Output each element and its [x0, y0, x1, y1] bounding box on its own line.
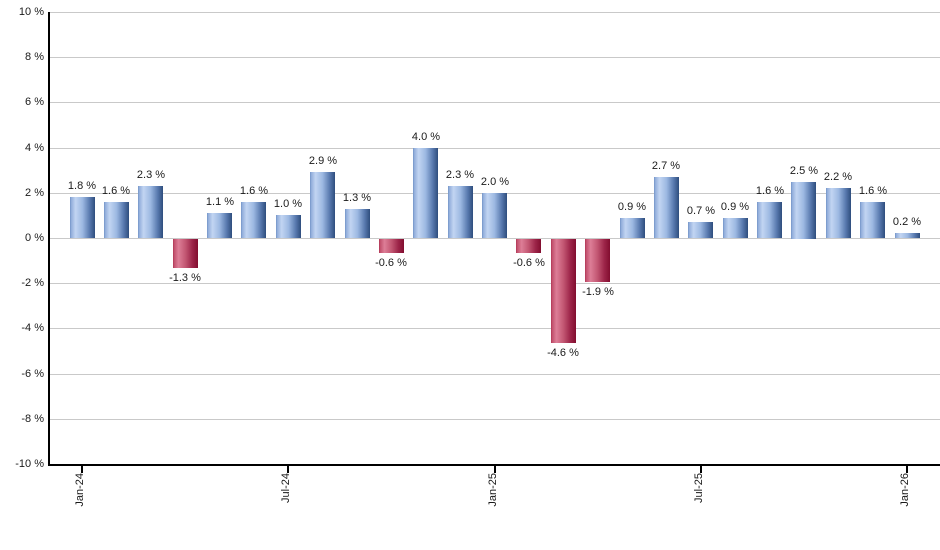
bar-value-label: -0.6 % — [375, 257, 407, 269]
bar-value-label: 1.6 % — [101, 185, 131, 197]
bar-Nov-25[interactable] — [826, 188, 851, 238]
bar-Nov-24[interactable] — [413, 148, 438, 238]
bar-Jul-24[interactable] — [276, 215, 301, 238]
gridline — [48, 328, 940, 329]
bar-value-label: 1.3 % — [342, 192, 372, 204]
bar-value-label: 2.5 % — [789, 165, 819, 177]
x-tick-label: Jan-26 — [899, 473, 911, 507]
gridline — [48, 419, 940, 420]
bar-Mar-25[interactable] — [551, 239, 576, 343]
x-tick-mark — [81, 466, 83, 473]
bar-value-label: 4.0 % — [411, 131, 441, 143]
x-tick-label: Jul-25 — [693, 473, 705, 503]
x-tick-mark — [287, 466, 289, 473]
bar-value-label: 1.6 % — [858, 185, 888, 197]
bar-May-25[interactable] — [620, 218, 645, 238]
bar-Jun-25[interactable] — [654, 177, 679, 238]
bar-value-label: 0.2 % — [892, 216, 922, 228]
bar-Mar-24[interactable] — [138, 186, 163, 238]
gridline — [48, 12, 940, 13]
bar-Jun-24[interactable] — [241, 202, 266, 238]
gridline — [48, 283, 940, 284]
bar-Aug-25[interactable] — [723, 218, 748, 238]
y-tick-label: -6 % — [21, 368, 44, 380]
y-tick-label: 2 % — [25, 187, 44, 199]
bar-Oct-24[interactable] — [379, 239, 404, 253]
gridline — [48, 374, 940, 375]
bar-value-label: 2.0 % — [480, 176, 510, 188]
bar-Sep-24[interactable] — [345, 209, 370, 238]
x-tick-label: Jul-24 — [280, 473, 292, 503]
bar-Dec-25[interactable] — [860, 202, 885, 238]
gridline — [48, 148, 940, 149]
y-tick-label: -8 % — [21, 413, 44, 425]
x-tick-label: Jan-24 — [74, 473, 86, 507]
bar-value-label: 2.7 % — [651, 160, 681, 172]
y-tick-label: 6 % — [25, 96, 44, 108]
y-tick-label: 10 % — [18, 6, 44, 18]
bar-value-label: 1.6 % — [239, 185, 269, 197]
bar-Jan-26[interactable] — [895, 233, 920, 238]
bar-Apr-24[interactable] — [173, 239, 198, 268]
x-axis-line — [48, 464, 940, 466]
y-tick-label: -10 % — [15, 458, 44, 470]
bar-Feb-25[interactable] — [516, 239, 541, 253]
y-tick-label: -2 % — [21, 277, 44, 289]
bar-value-label: 2.3 % — [445, 169, 475, 181]
y-tick-label: 8 % — [25, 51, 44, 63]
y-tick-label: -4 % — [21, 322, 44, 334]
x-tick-mark — [906, 466, 908, 473]
bar-value-label: -4.6 % — [547, 347, 579, 359]
bar-Apr-25[interactable] — [585, 239, 610, 282]
bar-Dec-24[interactable] — [448, 186, 473, 238]
bar-value-label: 2.2 % — [823, 171, 853, 183]
bar-value-label: 0.9 % — [720, 201, 750, 213]
bar-value-label: -1.3 % — [169, 272, 201, 284]
bar-Jul-25[interactable] — [688, 222, 713, 238]
bar-value-label: 2.3 % — [136, 169, 166, 181]
bar-May-24[interactable] — [207, 213, 232, 238]
bar-value-label: -1.9 % — [582, 286, 614, 298]
bar-Sep-25[interactable] — [757, 202, 782, 238]
bar-value-label: 2.9 % — [308, 155, 338, 167]
y-axis-line — [48, 12, 50, 466]
y-tick-label: 4 % — [25, 142, 44, 154]
bar-value-label: 1.8 % — [67, 180, 97, 192]
gridline — [48, 102, 940, 103]
bar-Jan-25[interactable] — [482, 193, 507, 238]
bar-value-label: -0.6 % — [513, 257, 545, 269]
y-tick-label: 0 % — [25, 232, 44, 244]
bar-value-label: 0.7 % — [686, 205, 716, 217]
bar-Aug-24[interactable] — [310, 172, 335, 238]
x-tick-mark — [494, 466, 496, 473]
bar-value-label: 1.1 % — [205, 196, 235, 208]
bar-Oct-25[interactable] — [791, 182, 816, 239]
bar-Feb-24[interactable] — [104, 202, 129, 238]
x-tick-mark — [700, 466, 702, 473]
x-tick-label: Jan-25 — [487, 473, 499, 507]
bar-value-label: 1.0 % — [273, 198, 303, 210]
bar-value-label: 1.6 % — [755, 185, 785, 197]
gridline — [48, 57, 940, 58]
bar-value-label: 0.9 % — [617, 201, 647, 213]
gridline — [48, 238, 940, 239]
bar-Jan-24[interactable] — [70, 197, 95, 238]
